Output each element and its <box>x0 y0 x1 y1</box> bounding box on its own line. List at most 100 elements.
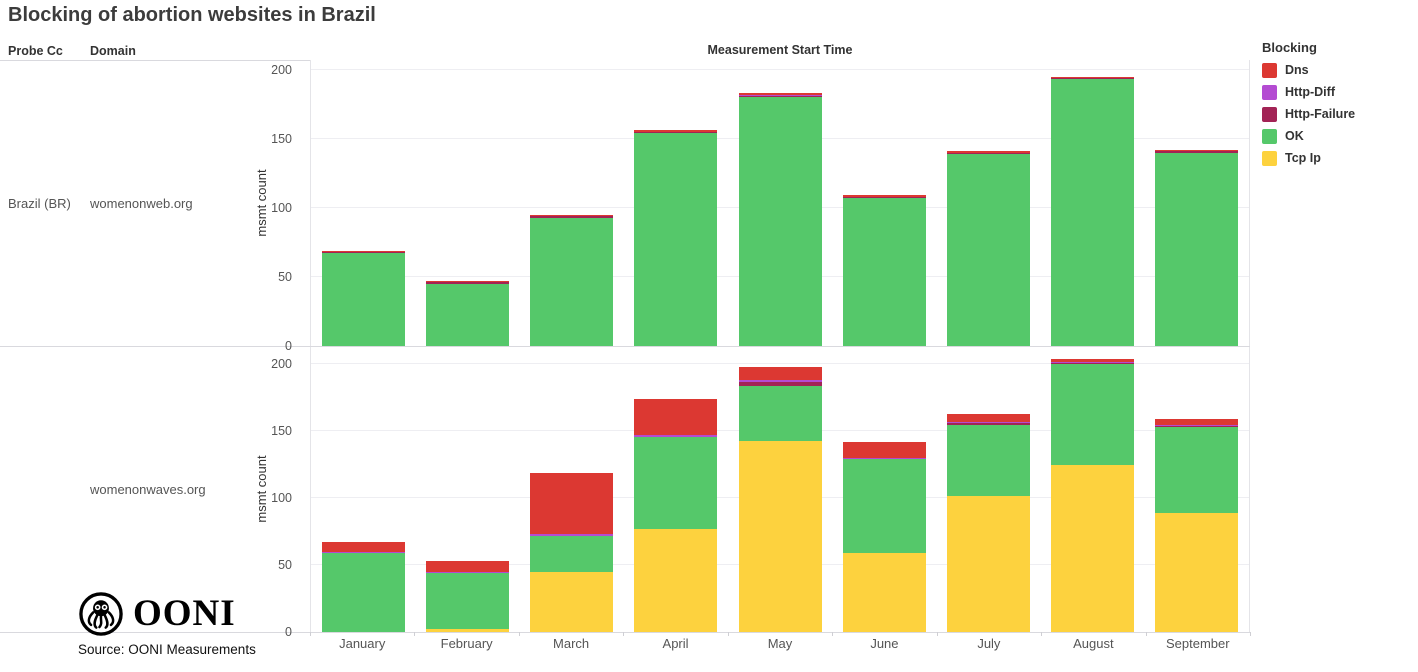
row-label-probe-cc: Brazil (BR) <box>8 196 71 211</box>
bar-segment-february-http-failure[interactable] <box>425 282 509 284</box>
legend-swatch-icon <box>1262 150 1277 166</box>
bar-segment-january-ok[interactable] <box>321 553 405 632</box>
bar-segment-april-dns[interactable] <box>634 130 718 132</box>
bar-segment-january-http-diff[interactable] <box>321 551 405 554</box>
bar-segment-january-http-failure[interactable] <box>321 252 405 254</box>
bar-segment-january-dns[interactable] <box>321 542 405 552</box>
bar-segment-september-ok[interactable] <box>1155 152 1239 346</box>
bar-segment-july-dns[interactable] <box>946 151 1030 153</box>
bar-segment-march-ok[interactable] <box>530 535 614 572</box>
month-label-january: January <box>339 636 386 651</box>
bar-segment-february-tcp-ip[interactable] <box>425 629 509 632</box>
bar-segment-august-http-diff[interactable] <box>1051 361 1135 364</box>
bar-segment-june-ok[interactable] <box>842 198 926 346</box>
legend-item-ok[interactable]: OK <box>1262 125 1412 147</box>
legend-swatch-icon <box>1262 84 1277 100</box>
legend-label: Http-Failure <box>1285 107 1356 121</box>
y-tick-label-200: 200 <box>271 357 292 372</box>
legend-item-tcp ip[interactable]: Tcp Ip <box>1262 147 1412 169</box>
ooni-octopus-icon <box>79 592 123 636</box>
bar-segment-february-http-diff[interactable] <box>425 571 509 574</box>
bar-segment-august-http-failure[interactable] <box>1051 363 1135 365</box>
bar-segment-june-ok[interactable] <box>842 459 926 554</box>
legend-swatch-icon <box>1262 62 1277 78</box>
bar-segment-march-dns[interactable] <box>530 214 614 217</box>
bar-segment-july-ok[interactable] <box>946 153 1030 346</box>
bar-segment-august-dns[interactable] <box>1051 76 1135 78</box>
legend-swatch-icon <box>1262 128 1277 144</box>
bar-segment-march-dns[interactable] <box>530 472 614 535</box>
bar-segment-april-http-failure[interactable] <box>634 131 718 134</box>
legend-swatch-icon <box>1262 106 1277 122</box>
bar-segment-may-dns[interactable] <box>738 93 822 95</box>
bar-segment-september-http-diff[interactable] <box>1155 424 1239 426</box>
x-axis-tick <box>310 632 311 636</box>
column-header-probe-cc: Probe Cc <box>8 44 63 58</box>
ooni-wordmark: OONI <box>133 593 236 634</box>
bar-segment-june-http-failure[interactable] <box>842 196 926 199</box>
bar-segment-september-ok[interactable] <box>1155 427 1239 513</box>
bar-segment-july-ok[interactable] <box>946 424 1030 496</box>
x-axis-tick <box>518 632 520 636</box>
legend-item-http-diff[interactable]: Http-Diff <box>1262 81 1412 103</box>
bar-segment-september-http-failure[interactable] <box>1155 151 1239 153</box>
bar-segment-june-dns[interactable] <box>842 442 926 459</box>
bar-segment-august-dns[interactable] <box>1051 359 1135 362</box>
month-label-april: April <box>662 636 689 651</box>
plot-area-womenonweb <box>310 60 1250 346</box>
bar-segment-may-http-failure[interactable] <box>738 95 822 98</box>
bar-segment-september-tcp-ip[interactable] <box>1155 512 1239 632</box>
bar-segment-july-http-failure[interactable] <box>946 423 1030 425</box>
bar-segment-may-http-diff[interactable] <box>738 380 822 382</box>
bar-segment-april-http-diff[interactable] <box>634 435 718 437</box>
bar-segment-july-dns[interactable] <box>946 413 1030 422</box>
legend-item-http-failure[interactable]: Http-Failure <box>1262 103 1412 125</box>
bar-segment-may-tcp-ip[interactable] <box>738 440 822 632</box>
bar-segment-may-ok[interactable] <box>738 97 822 346</box>
bar-segment-july-http-diff[interactable] <box>946 421 1030 424</box>
bar-segment-july-http-failure[interactable] <box>946 152 1030 154</box>
y-tick-label-150: 150 <box>271 131 292 146</box>
bar-segment-january-ok[interactable] <box>321 253 405 346</box>
y-tick-column-top: 0 50 100 150 200 <box>252 60 298 353</box>
bar-segment-august-ok[interactable] <box>1051 79 1135 346</box>
bar-segment-march-ok[interactable] <box>530 217 614 346</box>
bar-segment-january-dns[interactable] <box>321 250 405 253</box>
y-tick-label-100: 100 <box>271 491 292 506</box>
bar-segment-february-dns[interactable] <box>425 281 509 283</box>
bar-segment-june-http-diff[interactable] <box>842 458 926 460</box>
bar-segment-june-tcp-ip[interactable] <box>842 553 926 632</box>
y-tick-column-bottom: 0 50 100 150 200 <box>252 347 298 639</box>
bar-segment-may-http-diff[interactable] <box>738 94 822 96</box>
page-title: Blocking of abortion websites in Brazil <box>8 4 376 26</box>
bar-segment-march-http-failure[interactable] <box>530 216 614 218</box>
bar-segment-april-dns[interactable] <box>634 399 718 436</box>
bar-segment-april-tcp-ip[interactable] <box>634 528 718 632</box>
bar-segment-august-http-failure[interactable] <box>1051 77 1135 80</box>
bar-segment-may-http-failure[interactable] <box>738 381 822 386</box>
x-axis-tick <box>832 632 834 636</box>
bar-segment-february-ok[interactable] <box>425 573 509 630</box>
bar-segment-july-tcp-ip[interactable] <box>946 495 1030 632</box>
bar-segment-august-tcp-ip[interactable] <box>1051 464 1135 632</box>
y-tick-label-50: 50 <box>278 269 292 284</box>
x-axis-tick <box>414 632 416 636</box>
bar-segment-may-ok[interactable] <box>738 385 822 441</box>
source-text: Source: OONI Measurements <box>78 642 256 657</box>
legend-item-dns[interactable]: Dns <box>1262 59 1412 81</box>
bar-segment-september-dns[interactable] <box>1155 419 1239 425</box>
bar-segment-february-dns[interactable] <box>425 561 509 572</box>
bar-segment-february-ok[interactable] <box>425 283 509 346</box>
bar-segment-august-ok[interactable] <box>1051 364 1135 465</box>
y-tick-label-150: 150 <box>271 424 292 439</box>
bar-segment-september-http-failure[interactable] <box>1155 425 1239 428</box>
bar-segment-september-dns[interactable] <box>1155 149 1239 152</box>
bar-segment-may-dns[interactable] <box>738 367 822 381</box>
bar-segment-march-tcp-ip[interactable] <box>530 571 614 632</box>
bar-segment-march-http-diff[interactable] <box>530 534 614 536</box>
bar-segment-april-ok[interactable] <box>634 133 718 346</box>
gridline-200 <box>311 363 1249 365</box>
month-label-august: August <box>1073 636 1114 651</box>
bar-segment-april-ok[interactable] <box>634 436 718 529</box>
bar-segment-june-dns[interactable] <box>842 195 926 197</box>
